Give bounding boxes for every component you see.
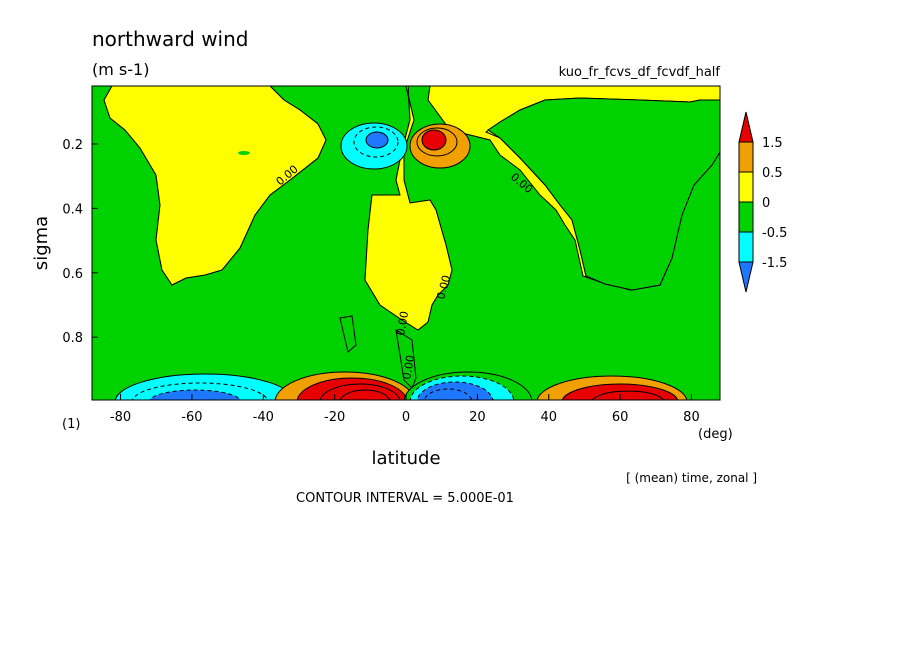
region-yellow-center	[364, 86, 453, 331]
colorbar-label: -0.5	[762, 226, 787, 241]
y-axis-label: sigma	[31, 216, 52, 270]
colorbar-segment	[738, 111, 754, 143]
upper-negative-cell	[340, 122, 408, 170]
colorbar-label: 0.5	[762, 166, 783, 181]
y-tick-label: 0.2	[62, 138, 83, 153]
x-tick-label: 40	[540, 410, 557, 425]
x-axis: -80 -60 -40 -20 0 20 40 60 80	[110, 394, 700, 425]
plot-area: 0.00 0.00 0.00 0.00 0.00	[91, 85, 721, 401]
x-tick-label: -20	[324, 410, 345, 425]
region-yellow-upper-left	[103, 86, 327, 286]
chart-units: (m s-1)	[92, 60, 149, 79]
averaging-note: [ (mean) time, zonal ]	[626, 471, 757, 485]
colorbar-segment	[738, 261, 754, 293]
run-name: kuo_fr_fcvs_df_fcvdf_half	[559, 65, 721, 80]
lower-positive-cell-south	[274, 371, 416, 400]
contour-interval: CONTOUR INTERVAL = 5.000E-01	[296, 491, 514, 506]
contour-label: 0.00	[394, 310, 411, 336]
colorbar-label: 1.5	[762, 136, 783, 151]
contour-label: 0.00	[400, 354, 417, 380]
colorbar-label: 0	[762, 196, 770, 211]
colorbar-segment	[738, 141, 754, 173]
y-corner-label: (1)	[62, 417, 80, 432]
x-axis-label: latitude	[371, 448, 440, 469]
lower-positive-cell-north	[536, 375, 688, 400]
x-tick-label: 60	[612, 410, 629, 425]
colorbar-segment	[738, 231, 754, 263]
chart-title: northward wind	[92, 27, 248, 51]
y-tick-label: 0.8	[62, 331, 83, 346]
lower-negative-cell-south	[114, 373, 296, 400]
region-green-upper-right	[487, 97, 720, 291]
x-tick-label: 20	[469, 410, 486, 425]
region-green-lower-center-2	[395, 328, 417, 389]
colorbar-segment	[738, 201, 754, 233]
region-green-lower-center	[339, 315, 357, 353]
speck-right	[564, 151, 576, 155]
x-tick-label: -60	[181, 410, 202, 425]
x-tick-label: 80	[683, 410, 700, 425]
colorbar-label: -1.5	[762, 256, 787, 271]
y-tick-label: 0.6	[62, 267, 83, 282]
speck-left	[238, 151, 250, 155]
y-axis: 0.2 0.4 0.6 0.8	[62, 138, 98, 346]
y-tick-label: 0.4	[62, 202, 83, 217]
x-tick-label: -40	[253, 410, 274, 425]
colorbar: 1.5 0.5 0 -0.5 -1.5	[738, 111, 787, 293]
colorbar-segment	[738, 171, 754, 203]
upper-positive-cell	[409, 123, 471, 169]
lower-negative-cell-north	[403, 371, 533, 400]
contour-label: 0.00	[434, 274, 453, 301]
x-tick-label: -80	[110, 410, 131, 425]
x-tick-label: 0	[402, 410, 410, 425]
x-unit-label: (deg)	[698, 427, 733, 442]
